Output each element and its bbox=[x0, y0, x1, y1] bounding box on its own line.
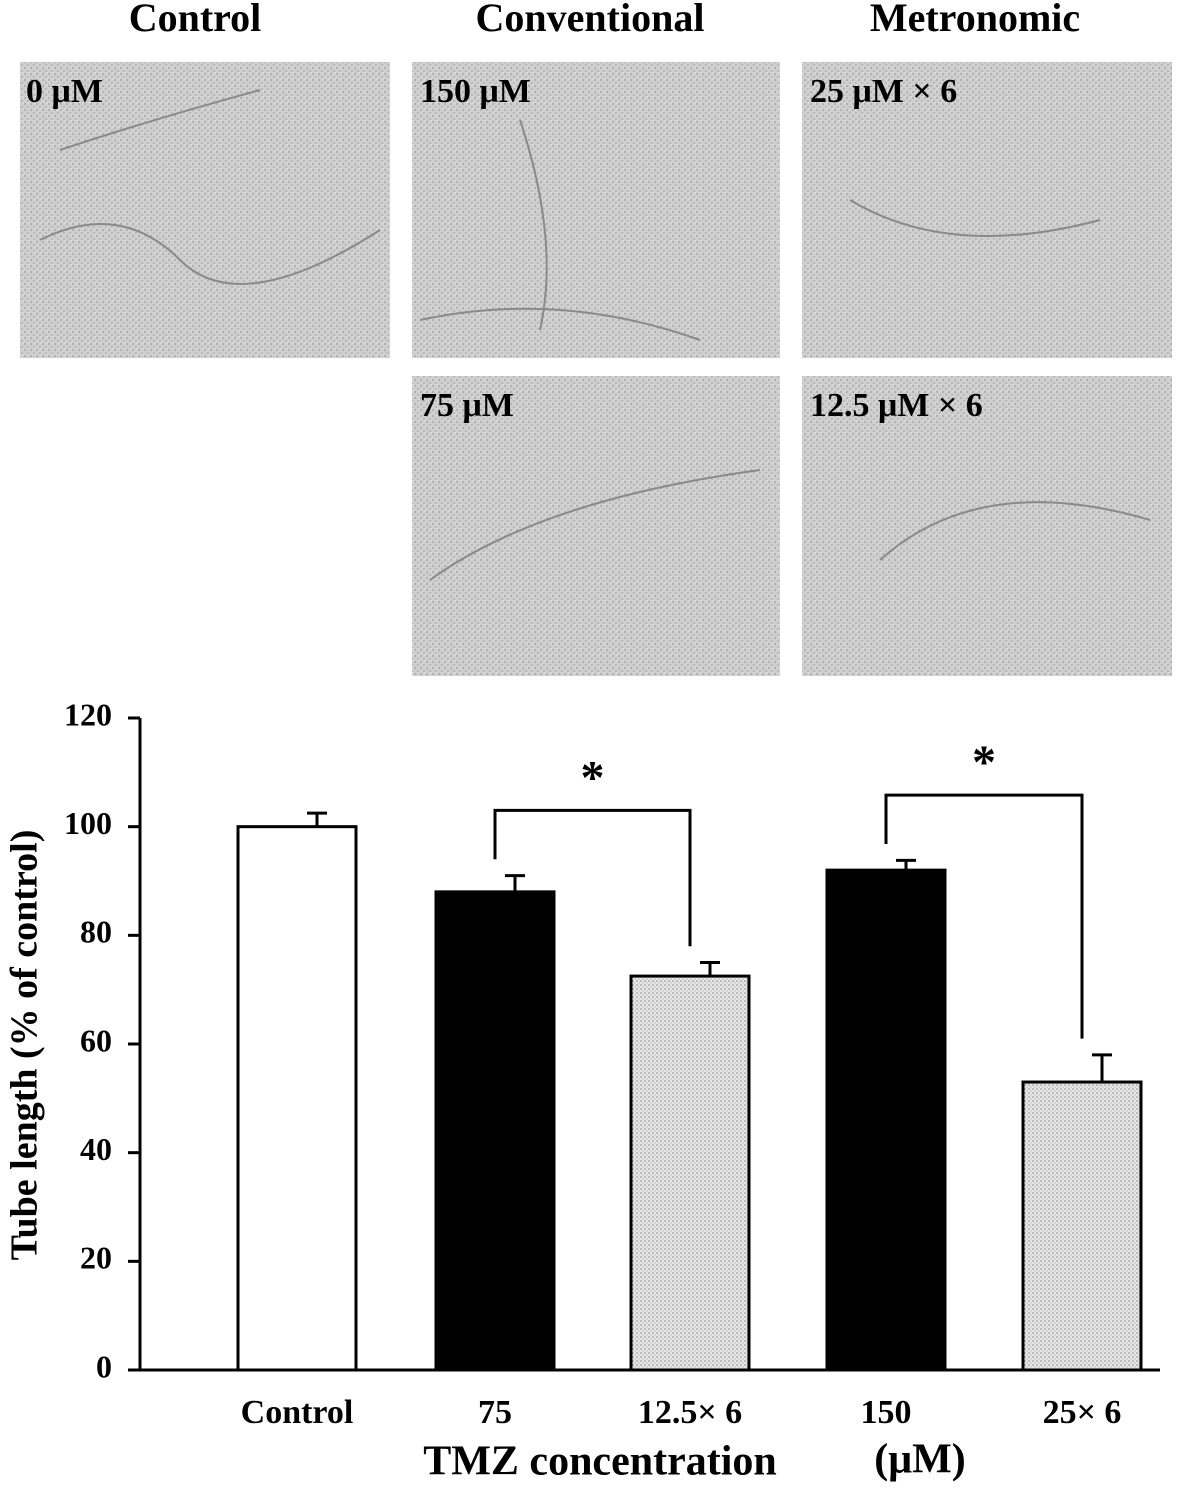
micrograph bbox=[20, 62, 390, 358]
panel-label: 150 μM bbox=[420, 73, 531, 110]
micrograph bbox=[412, 376, 780, 676]
panel-label: 25 μM × 6 bbox=[810, 73, 957, 110]
bar bbox=[1021, 1080, 1143, 1372]
y-tick-label: 60 bbox=[80, 1022, 112, 1058]
significance-label: * bbox=[581, 751, 605, 804]
tube-lines bbox=[39, 89, 1151, 581]
x-tick-label: 150 bbox=[861, 1394, 912, 1431]
bar bbox=[629, 974, 751, 1372]
y-tick-label: 100 bbox=[64, 805, 112, 841]
y-tick-label: 80 bbox=[80, 914, 112, 950]
panel-label: 12.5 μM × 6 bbox=[810, 387, 983, 424]
column-title: Conventional bbox=[476, 0, 705, 40]
significance-label: * bbox=[972, 736, 996, 789]
x-tick-label: Control bbox=[241, 1394, 354, 1431]
y-axis-label: Tube length (% of control) bbox=[4, 830, 46, 1261]
x-axis-label: TMZ concentration bbox=[423, 1439, 776, 1485]
y-tick-label: 20 bbox=[80, 1240, 112, 1276]
x-tick-label: 25× 6 bbox=[1043, 1394, 1122, 1431]
bar bbox=[825, 868, 947, 1372]
column-title: Control bbox=[129, 0, 262, 40]
panel-label: 0 μM bbox=[26, 73, 103, 110]
micrograph bbox=[412, 62, 780, 358]
panel-label: 75 μM bbox=[420, 387, 514, 424]
column-title: Metronomic bbox=[870, 0, 1080, 40]
y-tick-label: 0 bbox=[96, 1348, 112, 1384]
y-tick-label: 40 bbox=[80, 1131, 112, 1167]
micrograph bbox=[802, 62, 1172, 358]
y-tick-label: 120 bbox=[64, 696, 112, 732]
significance-bracket bbox=[884, 793, 1084, 1039]
bar bbox=[236, 825, 358, 1372]
micrographs bbox=[20, 62, 1172, 676]
x-axis-unit: (μM) bbox=[874, 1437, 965, 1483]
bar bbox=[434, 890, 556, 1372]
x-tick-label: 75 bbox=[478, 1394, 512, 1431]
micrograph bbox=[802, 376, 1172, 676]
significance-bracket bbox=[493, 808, 692, 947]
x-tick-label: 12.5× 6 bbox=[638, 1394, 742, 1431]
